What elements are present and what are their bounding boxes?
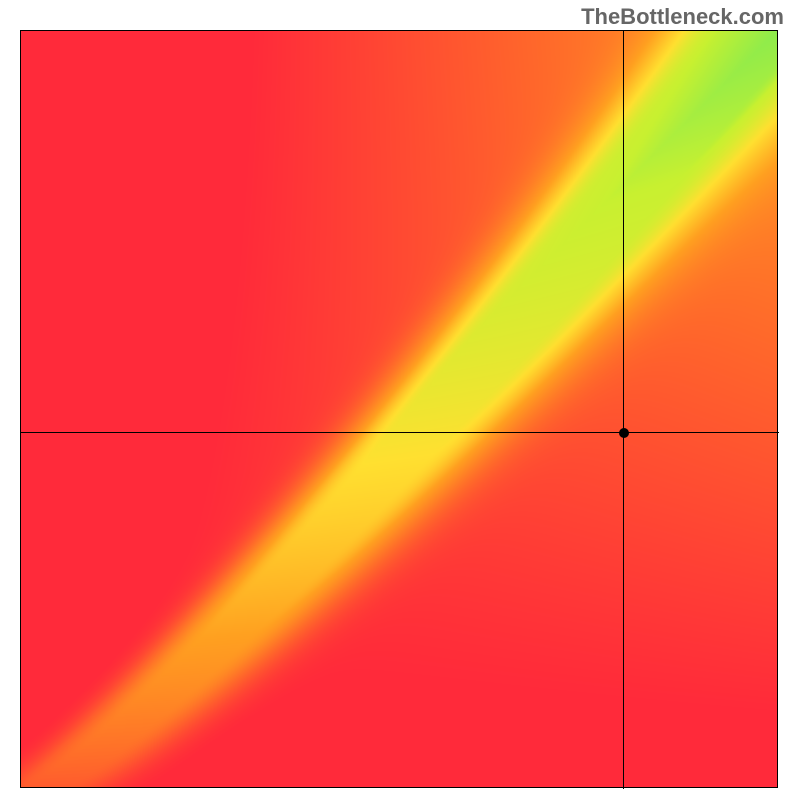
crosshair-marker bbox=[619, 428, 629, 438]
heatmap-plot bbox=[20, 30, 778, 788]
watermark-text: TheBottleneck.com bbox=[581, 4, 784, 30]
crosshair-horizontal bbox=[21, 432, 779, 433]
heatmap-canvas bbox=[21, 31, 777, 787]
crosshair-vertical bbox=[623, 31, 624, 789]
